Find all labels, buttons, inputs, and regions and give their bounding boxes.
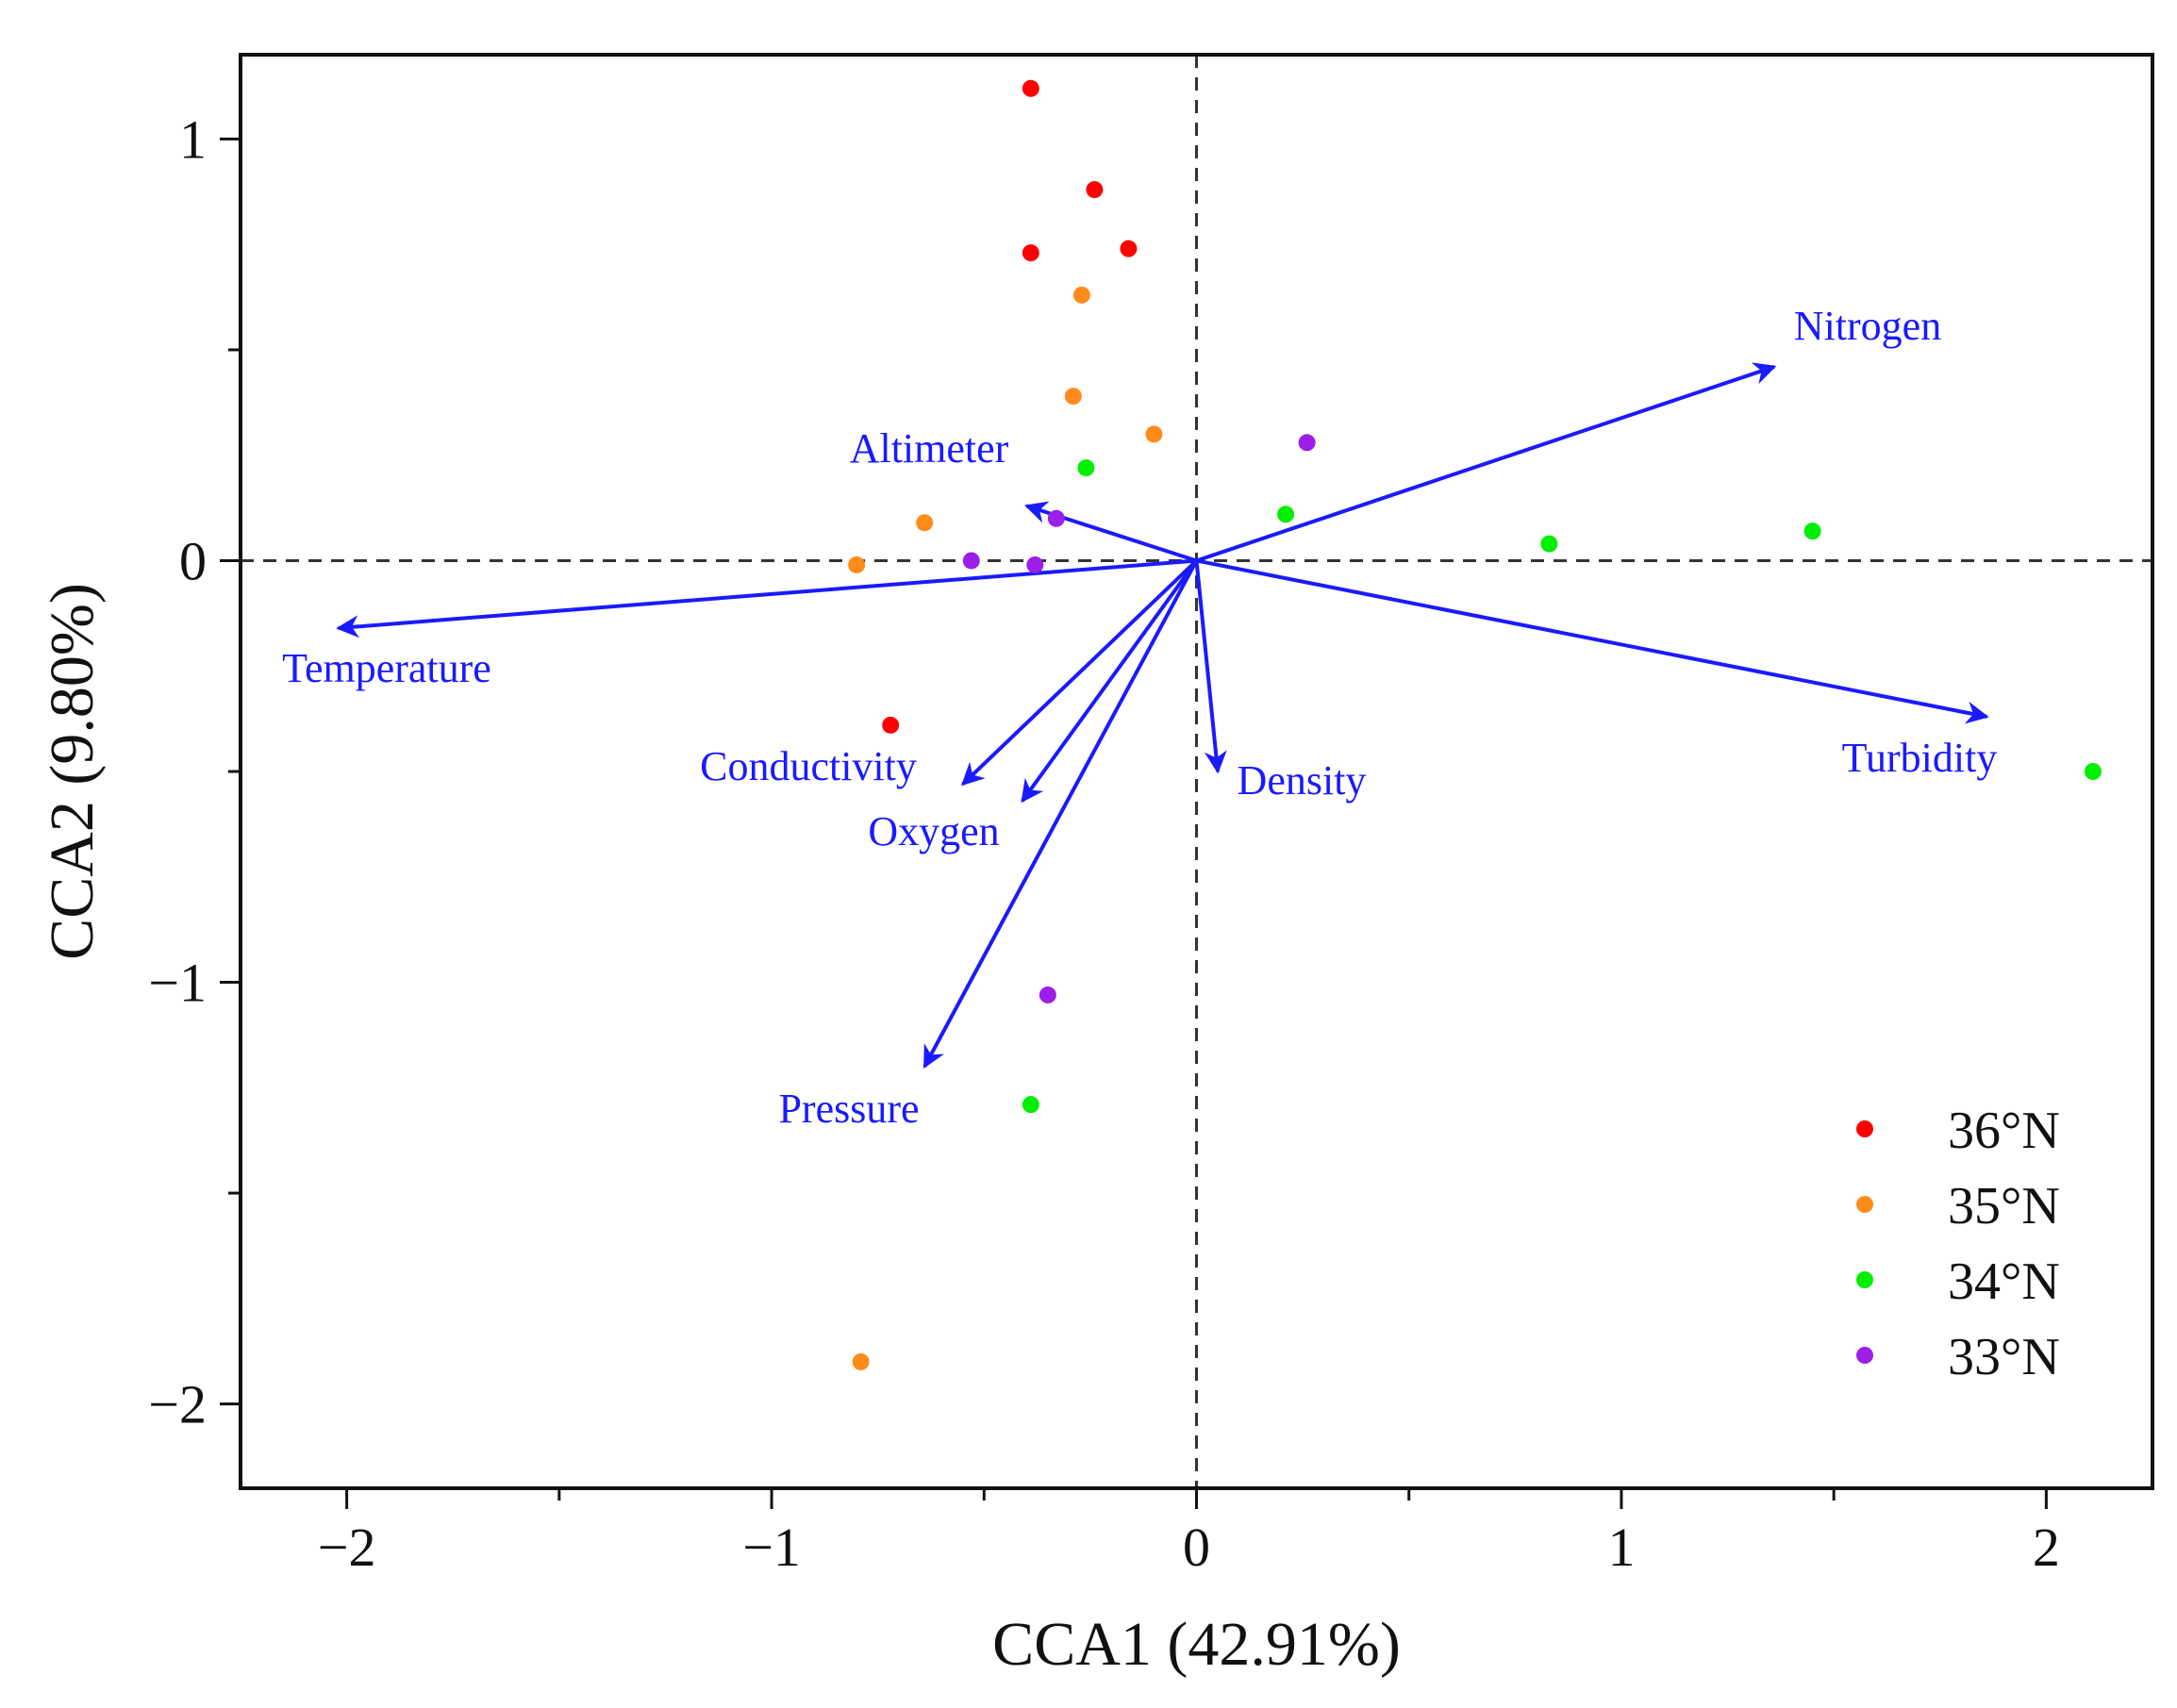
vector-label-nitrogen: Nitrogen [1794, 303, 1941, 349]
vector-temperature-arrow [336, 558, 1197, 638]
x-tick-label: 0 [1183, 1517, 1210, 1578]
data-point-35n [848, 556, 866, 573]
y-tick-label: 1 [179, 108, 207, 170]
data-point-33n [1026, 556, 1044, 573]
vector-label-turbidity: Turbidity [1842, 735, 1998, 781]
legend-marker [1856, 1271, 1873, 1288]
data-point-33n [1298, 434, 1316, 452]
legend-label: 33°N [1948, 1328, 2060, 1386]
data-point-34n [1077, 459, 1095, 477]
x-axis-ticks: −2 −1 0 1 2 [318, 1488, 2060, 1578]
y-axis-ticks: −2 −1 0 1 [148, 108, 241, 1435]
vector-label-altimeter: Altimeter [850, 425, 1009, 472]
data-point-36n [1120, 240, 1138, 257]
data-point-35n [1064, 388, 1082, 406]
data-point-36n [1022, 79, 1039, 97]
legend-label: 34°N [1948, 1252, 2060, 1311]
data-point-34n [1540, 535, 1558, 553]
legend: 36°N 35°N 34°N 33°N [1856, 1102, 2060, 1386]
data-point-35n [916, 514, 934, 532]
vector-label-density: Density [1238, 757, 1367, 804]
x-tick-label: 2 [2033, 1517, 2060, 1578]
vector-turbidity-arrow [1196, 558, 1989, 724]
data-point-33n [962, 552, 980, 570]
vector-pressure-arrow [922, 559, 1199, 1070]
vectors-layer: Nitrogen Altimeter Temperature Turbidity Con… [282, 303, 1997, 1132]
legend-label: 36°N [1948, 1102, 2060, 1160]
points-layer [848, 79, 2102, 1370]
x-tick-label: 1 [1607, 1517, 1635, 1578]
legend-label: 35°N [1948, 1177, 2060, 1235]
data-point-36n [882, 716, 900, 734]
vector-oxygen-arrow [1021, 559, 1199, 804]
data-point-34n [1277, 506, 1295, 523]
data-point-34n [2084, 763, 2102, 780]
data-point-33n [1039, 986, 1056, 1003]
vector-label-pressure: Pressure [778, 1086, 919, 1132]
data-point-36n [1022, 244, 1039, 262]
data-point-34n [1803, 522, 1821, 540]
legend-marker [1856, 1347, 1873, 1364]
data-point-36n [1086, 181, 1104, 199]
y-tick-label: 0 [179, 530, 207, 591]
data-point-35n [852, 1352, 870, 1370]
data-point-33n [1047, 509, 1065, 527]
y-axis-title: CCA2 (9.80%) [38, 583, 107, 960]
data-point-35n [1145, 425, 1163, 443]
vector-density-arrow [1194, 560, 1227, 774]
x-tick-label: −2 [318, 1517, 376, 1578]
y-tick-label: −2 [148, 1374, 207, 1435]
vector-nitrogen-arrow [1195, 362, 1777, 563]
legend-marker [1856, 1120, 1873, 1137]
vector-label-temperature: Temperature [282, 645, 491, 691]
data-point-35n [1072, 286, 1090, 304]
data-point-34n [1022, 1096, 1039, 1114]
vector-conductivity-arrow [961, 559, 1198, 787]
legend-marker [1856, 1196, 1873, 1213]
x-axis-title: CCA1 (42.91%) [992, 1610, 1401, 1679]
vector-label-oxygen: Oxygen [868, 808, 999, 854]
y-tick-label: −1 [148, 953, 207, 1014]
x-tick-label: −1 [742, 1517, 801, 1578]
vector-label-conductivity: Conductivity [700, 743, 917, 789]
